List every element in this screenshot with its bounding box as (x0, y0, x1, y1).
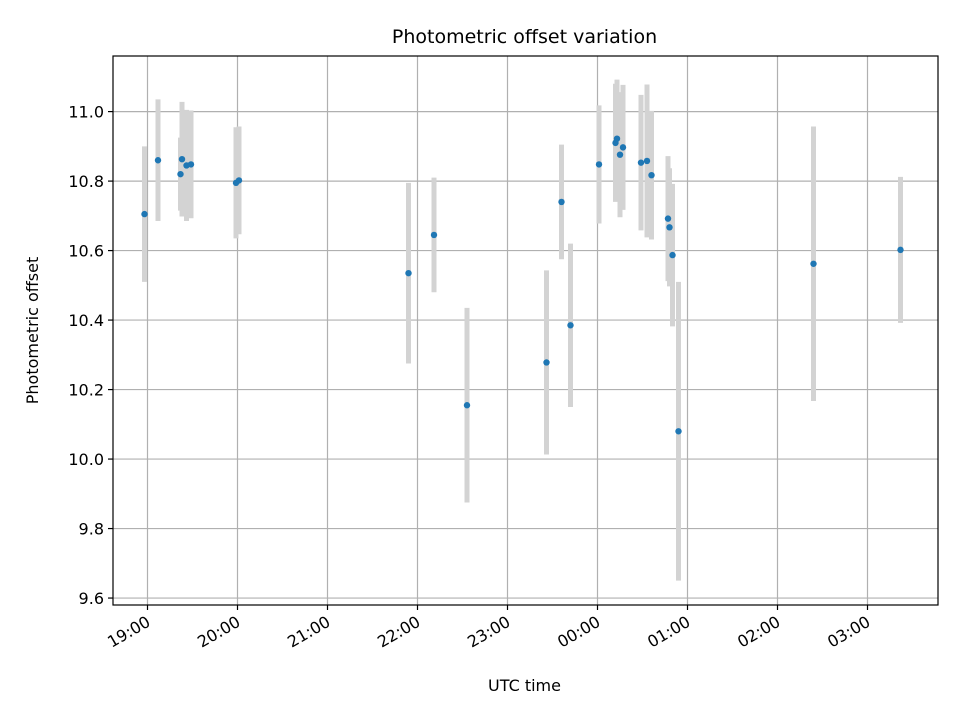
data-point (897, 246, 904, 254)
y-tick-label: 9.6 (79, 589, 104, 608)
data-point (405, 269, 412, 277)
data-point (235, 177, 243, 184)
y-tick-label: 10.6 (68, 242, 104, 261)
data-points (141, 135, 904, 435)
y-tick-label: 10.2 (68, 381, 104, 400)
data-point (187, 161, 195, 168)
data-point (595, 161, 603, 168)
data-point (558, 198, 565, 206)
data-point (430, 231, 438, 239)
y-tick-label: 10.4 (68, 311, 104, 330)
plot-frame (112, 55, 939, 606)
data-point (637, 159, 645, 166)
data-point (675, 428, 682, 435)
y-tick-label: 10.0 (68, 450, 104, 469)
data-point (669, 251, 676, 259)
x-axis-label: UTC time (488, 676, 561, 695)
data-point (619, 144, 627, 151)
data-point (178, 155, 186, 163)
grid-lines (113, 56, 938, 605)
data-point (141, 210, 148, 218)
y-axis-label: Photometric offset (23, 257, 42, 405)
data-point (648, 171, 655, 179)
data-point (613, 135, 621, 142)
y-tick-label: 11.0 (68, 103, 104, 122)
data-point (177, 170, 184, 178)
data-point (810, 260, 817, 267)
data-point (463, 402, 471, 409)
data-point (664, 215, 672, 222)
chart-title: Photometric offset variation (392, 26, 657, 48)
data-point (666, 224, 673, 231)
y-axis-ticks: 9.6 9.8 10.0 10.2 10.4 10.6 10.8 11.0 (68, 103, 113, 608)
data-point (567, 322, 574, 329)
y-tick-label: 10.8 (68, 172, 104, 191)
data-point (154, 157, 162, 164)
data-point (643, 157, 651, 165)
data-point (543, 359, 550, 366)
data-point (616, 151, 624, 158)
y-tick-label: 9.8 (79, 520, 104, 539)
